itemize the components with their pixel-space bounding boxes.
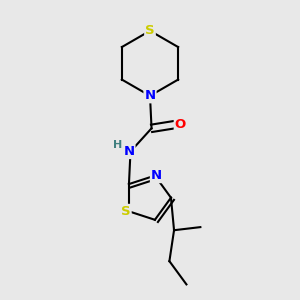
- Text: O: O: [175, 118, 186, 131]
- Text: N: N: [151, 169, 162, 182]
- Text: S: S: [121, 205, 131, 218]
- Text: N: N: [144, 89, 156, 102]
- Text: S: S: [145, 24, 155, 37]
- Text: N: N: [123, 145, 134, 158]
- Text: H: H: [113, 140, 122, 150]
